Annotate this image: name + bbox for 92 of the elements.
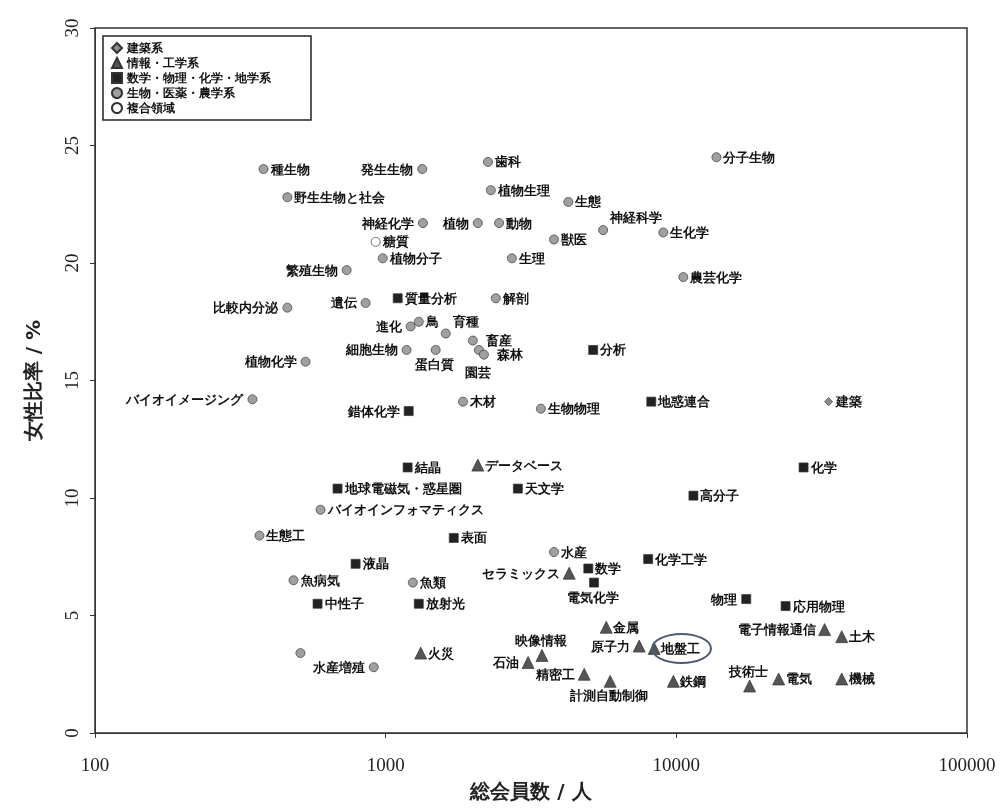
annotation: 生理	[517, 250, 545, 266]
annotation: 獣医	[559, 232, 587, 247]
annotation: 化学	[809, 459, 837, 475]
annotation: 分析	[599, 342, 627, 358]
annotation: 蛋白質	[414, 356, 455, 372]
legend-label: 生物・医薬・農学系	[126, 86, 236, 100]
annotation: 数学	[594, 561, 622, 576]
annotation: 金属	[612, 619, 640, 635]
annotation: 神経科学	[609, 210, 663, 226]
annotation: 木材	[468, 394, 496, 410]
annotation: 発生生物	[360, 161, 414, 177]
annotation: 電子情報通信	[737, 622, 816, 638]
annotation: 糖質	[381, 234, 409, 250]
legend-label: 建築系	[126, 41, 164, 55]
annotation: 魚病気	[299, 572, 340, 588]
annotation: 機械	[847, 671, 875, 687]
annotation: 地盤工	[660, 640, 701, 656]
annotation: 化学工学	[654, 551, 708, 567]
y-tick-label: 10	[61, 488, 82, 508]
annotation: 高分子	[700, 488, 740, 504]
y-tick-label: 25	[61, 136, 82, 155]
annotation: 技術士	[728, 664, 769, 679]
annotation: 歯科	[493, 154, 521, 170]
annotation: 生物物理	[546, 401, 600, 417]
annotation: 電気	[785, 671, 812, 687]
annotation: 地惑連合	[657, 394, 711, 410]
annotation: 映像情報	[514, 633, 568, 649]
legend-label: 数学・物理・化学・地学系	[126, 71, 272, 85]
annotation: 繁殖生物	[284, 262, 338, 278]
x-axis-title: 総会員数 / 人	[469, 779, 593, 803]
annotation: 中性子	[324, 596, 364, 612]
annotation: セラミックス	[482, 565, 561, 581]
x-tick-label: 100000	[938, 754, 996, 775]
annotation: 園芸	[464, 364, 491, 380]
annotation: 畜産	[484, 333, 512, 349]
legend-label: 情報・工学系	[126, 56, 200, 70]
annotation: バイオインフォマティクス	[326, 502, 484, 518]
annotation: 森林	[495, 347, 524, 363]
x-tick-label: 100	[80, 754, 110, 775]
annotation: 解剖	[501, 290, 529, 306]
annotation: 生態工	[265, 528, 306, 544]
annotation: 細胞生物	[344, 342, 398, 358]
annotation: 植物	[441, 215, 469, 231]
annotation: 植物分子	[388, 250, 442, 266]
annotation: 植物生理	[496, 182, 550, 198]
annotation: 応用物理	[791, 598, 845, 614]
annotation: 遺伝	[330, 295, 357, 311]
annotation: 表面	[459, 530, 487, 546]
y-axis-title: 女性比率 / %	[21, 319, 45, 443]
annotation: 鉄鋼	[679, 673, 707, 689]
annotation: 鳥	[424, 314, 439, 330]
annotation: 石油	[492, 655, 520, 670]
x-tick-label: 1000	[366, 754, 405, 775]
annotation: 農芸化学	[689, 269, 743, 285]
y-tick-label: 15	[61, 371, 82, 390]
annotation: 動物	[505, 215, 533, 231]
annotation: 魚類	[418, 575, 446, 591]
annotation: 電気化学	[567, 589, 620, 605]
annotation: 天文学	[523, 481, 564, 497]
annotation: 計測自動制御	[569, 688, 649, 704]
y-tick-label: 30	[61, 18, 82, 38]
y-tick-label: 20	[61, 253, 82, 273]
annotation: 神経化学	[360, 215, 414, 231]
y-tick-label: 0	[61, 728, 82, 738]
annotation: 植物化学	[243, 354, 297, 370]
annotation: 種生物	[269, 161, 310, 177]
annotation: 火災	[426, 645, 454, 661]
annotation: データベース	[484, 457, 563, 473]
annotation: 地球電磁気・惑星圏	[343, 481, 462, 497]
legend-label: 複合領域	[126, 101, 175, 115]
annotation: 分子生物	[722, 149, 776, 165]
annotation: バイオイメージング	[125, 391, 245, 407]
annotation: 水産増殖	[311, 659, 365, 675]
annotation: 水産	[559, 544, 587, 560]
annotation: 原子力	[590, 638, 631, 654]
annotation: 放射光	[424, 596, 465, 612]
annotation: 育種	[451, 313, 479, 329]
annotation: 結晶	[413, 459, 441, 475]
annotation: 液晶	[361, 556, 389, 572]
annotation: 建築	[834, 394, 862, 410]
annotation: 土木	[847, 629, 876, 645]
annotation: 物理	[710, 591, 738, 607]
annotation: 精密工	[535, 666, 576, 682]
annotation: 野生生物と社会	[294, 189, 387, 205]
annotation: 質量分析	[403, 290, 457, 306]
x-tick-label: 10000	[652, 754, 701, 775]
annotation: 生化学	[669, 224, 710, 240]
y-tick-label: 5	[61, 610, 82, 621]
annotation: 錯体化学	[346, 403, 400, 419]
annotation: 生態	[574, 194, 603, 210]
annotation: 進化	[374, 318, 403, 334]
annotation: 比較内分泌	[213, 300, 280, 316]
